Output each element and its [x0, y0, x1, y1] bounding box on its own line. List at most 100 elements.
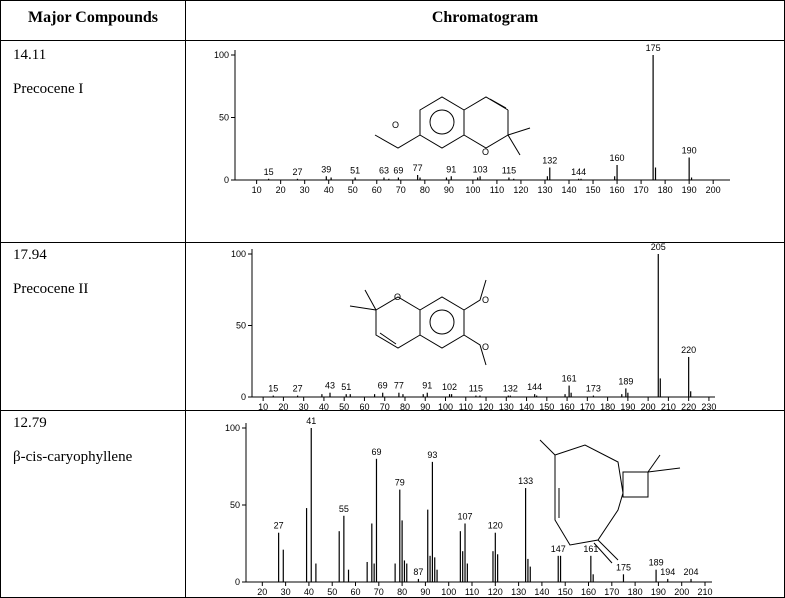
x-tick-label: 210 [661, 402, 676, 412]
x-tick-label: 140 [519, 402, 534, 412]
y-tick-label: 0 [224, 175, 229, 185]
peak-label: 15 [264, 167, 274, 177]
peak-label: 189 [649, 558, 664, 568]
peak-label: 175 [616, 562, 631, 572]
peak-label: 107 [458, 511, 473, 521]
y-tick-label: 100 [231, 249, 246, 259]
peak-label: 15 [268, 384, 278, 394]
header-text: Chromatogram [431, 9, 539, 26]
x-tick-label: 130 [537, 185, 552, 195]
y-tick-label: 100 [225, 423, 240, 433]
compound-name: Precocene I [13, 81, 84, 97]
x-tick-label: 70 [380, 402, 390, 412]
peak-label: 77 [394, 381, 404, 391]
peak-label: 77 [413, 163, 423, 173]
x-tick-label: 40 [304, 587, 314, 597]
x-tick-label: 110 [465, 587, 479, 597]
y-tick-label: 50 [230, 500, 240, 510]
x-tick-label: 110 [490, 185, 504, 195]
peak-label: 51 [341, 382, 351, 392]
x-tick-label: 100 [441, 587, 456, 597]
peak-label: 27 [292, 167, 302, 177]
x-tick-label: 200 [641, 402, 656, 412]
peak-label: 102 [442, 382, 457, 392]
x-tick-label: 20 [257, 587, 267, 597]
y-tick-label: 50 [236, 321, 246, 331]
x-tick-label: 50 [348, 185, 358, 195]
peak-label: 144 [571, 167, 586, 177]
x-tick-label: 110 [459, 402, 473, 412]
x-tick-label: 80 [420, 185, 430, 195]
y-tick-label: 100 [214, 50, 229, 60]
x-tick-label: 100 [465, 185, 480, 195]
peak-label: 69 [393, 166, 403, 176]
retention-time: 17.94 [13, 247, 47, 263]
peak-label: 41 [306, 416, 316, 426]
x-tick-label: 170 [634, 185, 649, 195]
x-tick-label: 30 [281, 587, 291, 597]
x-tick-label: 30 [300, 185, 310, 195]
peak-label: 132 [542, 156, 557, 166]
x-tick-label: 180 [600, 402, 615, 412]
peak-label: 133 [518, 476, 533, 486]
x-tick-label: 40 [324, 185, 334, 195]
peak-label: 39 [321, 164, 331, 174]
x-tick-label: 190 [682, 185, 697, 195]
x-tick-label: 140 [561, 185, 576, 195]
peak-label: 27 [274, 521, 284, 531]
x-tick-label: 160 [560, 402, 575, 412]
atom: O [394, 292, 401, 302]
x-tick-label: 70 [374, 587, 384, 597]
peak-label: 189 [618, 376, 633, 386]
peak-label: 63 [379, 166, 389, 176]
peak-label: 69 [371, 447, 381, 457]
peak-label: 43 [325, 381, 335, 391]
x-tick-label: 90 [420, 402, 430, 412]
x-tick-label: 120 [513, 185, 528, 195]
x-tick-label: 40 [319, 402, 329, 412]
x-tick-label: 190 [620, 402, 635, 412]
peak-label: 69 [378, 381, 388, 391]
x-tick-label: 180 [628, 587, 643, 597]
peak-label: 204 [684, 567, 699, 577]
atom: O [482, 147, 489, 157]
structure [539, 439, 681, 564]
peak-label: 194 [660, 567, 675, 577]
y-tick-label: 0 [235, 577, 240, 587]
x-tick-label: 90 [444, 185, 454, 195]
compound-name: β-cis-caryophyllene [13, 449, 133, 465]
peak-label: 27 [293, 384, 303, 394]
peak-label: 79 [395, 478, 405, 488]
peak-label: 147 [551, 544, 566, 554]
header-text: Major Compounds [28, 9, 158, 26]
x-tick-label: 200 [674, 587, 689, 597]
x-tick-label: 100 [438, 402, 453, 412]
x-tick-label: 220 [681, 402, 696, 412]
x-tick-label: 50 [339, 402, 349, 412]
peak-label: 103 [473, 164, 488, 174]
x-tick-label: 70 [396, 185, 406, 195]
atom: O [392, 120, 399, 130]
x-tick-label: 230 [701, 402, 716, 412]
peak-label: 144 [527, 382, 542, 392]
y-tick-label: 0 [241, 392, 246, 402]
x-tick-label: 130 [499, 402, 514, 412]
peak-label: 220 [681, 345, 696, 355]
peak-label: 161 [562, 374, 577, 384]
y-tick-label: 50 [219, 113, 229, 123]
retention-time: 14.11 [13, 47, 47, 63]
retention-time: 12.79 [13, 415, 47, 431]
peak-label: 120 [488, 521, 503, 531]
x-tick-label: 120 [488, 587, 503, 597]
x-tick-label: 30 [299, 402, 309, 412]
peak-label: 173 [586, 384, 601, 394]
peak-label: 132 [503, 384, 518, 394]
x-tick-label: 120 [479, 402, 494, 412]
x-tick-label: 210 [697, 587, 712, 597]
x-tick-label: 60 [351, 587, 361, 597]
x-tick-label: 180 [658, 185, 673, 195]
peak-label: 93 [427, 450, 437, 460]
x-tick-label: 190 [651, 587, 666, 597]
